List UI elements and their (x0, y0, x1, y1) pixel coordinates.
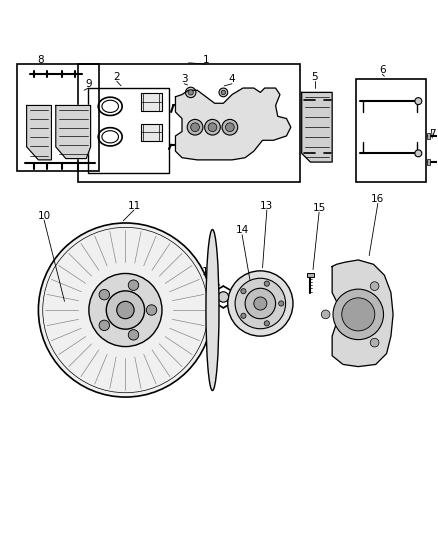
Circle shape (235, 278, 286, 329)
Circle shape (205, 119, 220, 135)
Circle shape (221, 90, 226, 94)
Polygon shape (332, 260, 393, 367)
Text: 11: 11 (127, 200, 141, 211)
Circle shape (264, 281, 269, 286)
Circle shape (226, 123, 234, 132)
Text: 13: 13 (260, 200, 273, 211)
Circle shape (321, 310, 330, 319)
Polygon shape (27, 106, 51, 160)
Text: 1: 1 (203, 55, 209, 65)
Text: 5: 5 (311, 72, 318, 82)
Circle shape (191, 123, 199, 132)
Circle shape (188, 90, 193, 95)
Bar (141, 124, 162, 141)
Circle shape (342, 298, 375, 331)
Circle shape (370, 282, 379, 290)
Circle shape (279, 301, 284, 306)
Text: 9: 9 (85, 79, 92, 88)
Text: 16: 16 (371, 194, 385, 204)
Circle shape (228, 271, 293, 336)
Circle shape (264, 321, 269, 326)
Bar (427, 159, 430, 165)
Text: 15: 15 (312, 203, 326, 213)
Polygon shape (302, 92, 332, 162)
Bar (427, 133, 430, 139)
Text: 7: 7 (429, 129, 435, 139)
Circle shape (128, 329, 139, 340)
Circle shape (185, 87, 196, 98)
Text: 3: 3 (181, 75, 187, 84)
Circle shape (333, 289, 384, 340)
Polygon shape (56, 106, 91, 158)
Circle shape (241, 313, 246, 318)
Circle shape (89, 273, 162, 346)
Text: 4: 4 (229, 75, 235, 84)
Circle shape (218, 292, 229, 302)
Circle shape (187, 119, 203, 135)
Bar (141, 93, 162, 111)
Circle shape (245, 288, 276, 319)
Circle shape (117, 301, 134, 319)
Circle shape (39, 223, 212, 397)
Circle shape (219, 88, 228, 97)
Text: 10: 10 (38, 211, 51, 221)
Circle shape (241, 288, 246, 294)
Circle shape (222, 119, 238, 135)
Text: 8: 8 (37, 55, 44, 65)
Text: 6: 6 (379, 65, 385, 75)
Polygon shape (176, 88, 291, 160)
Text: 14: 14 (236, 225, 249, 236)
Circle shape (415, 150, 422, 157)
Circle shape (99, 289, 110, 300)
Circle shape (254, 297, 267, 310)
Circle shape (106, 291, 145, 329)
Bar (307, 273, 314, 277)
Ellipse shape (206, 230, 219, 391)
Circle shape (128, 280, 139, 290)
Circle shape (99, 320, 110, 330)
Text: 12: 12 (202, 267, 215, 277)
Text: 2: 2 (113, 72, 120, 82)
Circle shape (415, 98, 422, 104)
Circle shape (208, 123, 217, 132)
Circle shape (146, 305, 157, 315)
Circle shape (370, 338, 379, 347)
